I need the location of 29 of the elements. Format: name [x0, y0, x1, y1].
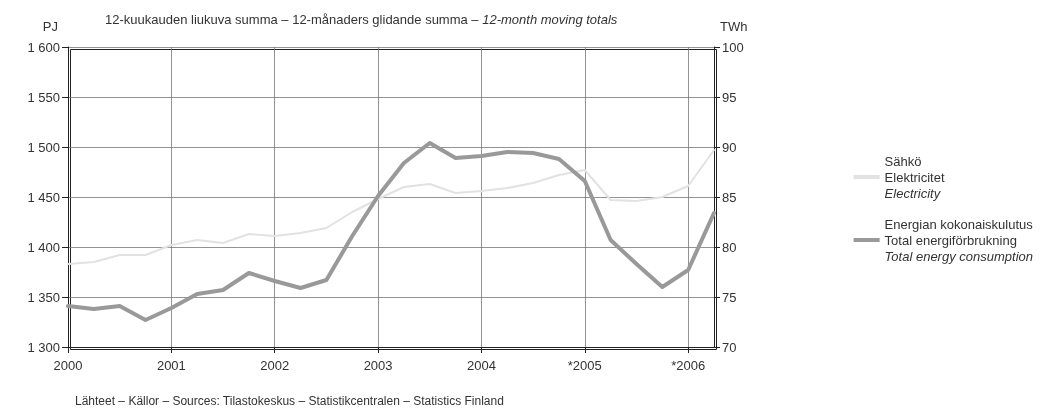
- x-tick-label: 2003: [363, 358, 393, 373]
- x-tick-label: 2000: [53, 358, 83, 373]
- y2-tick-label: 85: [722, 189, 737, 205]
- y2-tick-label: 90: [722, 139, 737, 155]
- y-tick-label: 1 300: [27, 339, 60, 355]
- legend-label: Sähkö Elektricitet Electricity: [884, 153, 945, 201]
- line-series: [67, 149, 715, 265]
- y2-tick-label: 100: [722, 39, 744, 55]
- line-series: [66, 141, 716, 322]
- legend-label: Energian kokonaiskulutus Total energiförbrukning Total energy consumption: [884, 216, 1034, 264]
- y-axis-title: PJ: [42, 19, 58, 34]
- x-tick-label: 2004: [466, 358, 496, 373]
- x-tick-label: *2005: [567, 358, 602, 373]
- y2-tick-label: 75: [722, 289, 737, 305]
- x-tick-label: *2006: [671, 358, 706, 373]
- y-tick-label: 1 600: [27, 39, 60, 55]
- y-tick-label: 1 550: [27, 89, 60, 105]
- y2-tick-label: 70: [722, 339, 737, 355]
- chart-title: 12-kuukauden liukuva summa – 12-månaders glidande summa – 12-month moving totals: [105, 12, 618, 27]
- y-tick-label: 1 400: [27, 239, 60, 255]
- y-tick-label: 1 500: [27, 139, 60, 155]
- text: Lähteet – Källor – Sources: Tilastokeskus – Statistikcentralen – Statistics Finland: [75, 394, 504, 408]
- y2-tick-label: 80: [722, 239, 737, 255]
- y-tick-label: 1 450: [27, 189, 60, 205]
- y-tick-label: 1 350: [27, 289, 60, 305]
- x-tick-label: 2001: [156, 358, 186, 373]
- y2-axis-title: TWh: [720, 19, 748, 34]
- x-tick-label: 2002: [260, 358, 290, 373]
- y2-tick-label: 95: [722, 89, 737, 105]
